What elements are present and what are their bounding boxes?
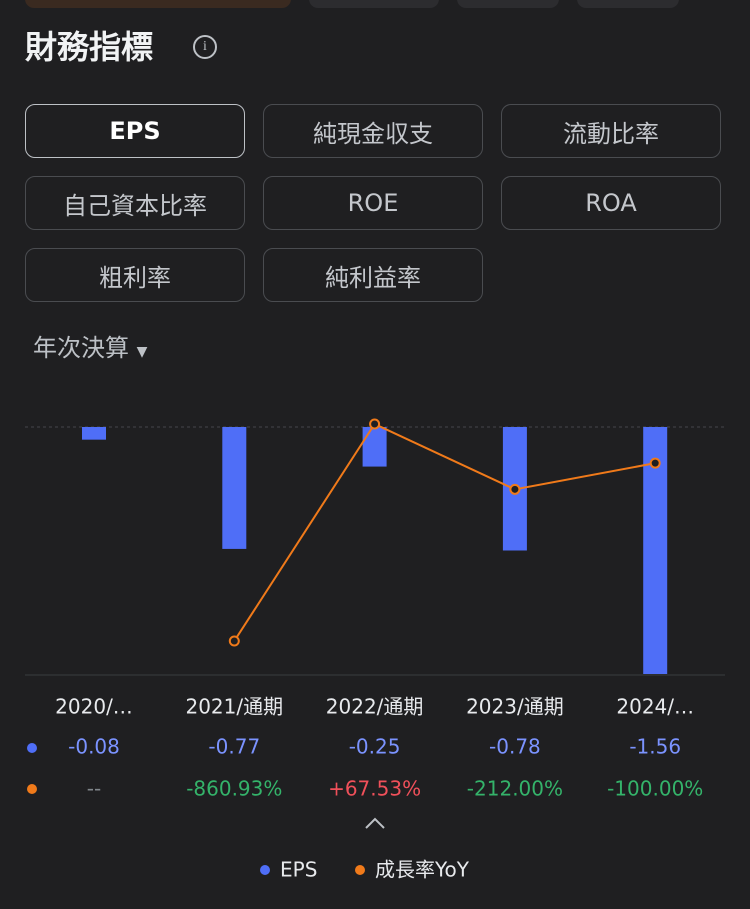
- growth-line: [233, 422, 656, 642]
- bar: [82, 427, 106, 440]
- collapse-button[interactable]: [365, 817, 385, 829]
- top-tab[interactable]: [309, 0, 439, 8]
- growth-value: -100.00%: [607, 777, 703, 801]
- metric-tab[interactable]: 粗利率: [25, 248, 245, 302]
- legend-marker: [355, 865, 365, 875]
- metric-tab[interactable]: 純現金収支: [263, 104, 483, 158]
- top-tab[interactable]: [577, 0, 679, 8]
- bar: [222, 427, 247, 549]
- period-label: 年次決算: [33, 334, 129, 362]
- metric-tab[interactable]: ROE: [263, 176, 483, 230]
- legend-label: 成長率YoY: [375, 858, 470, 882]
- growth-value: -212.00%: [467, 777, 563, 801]
- eps-value: -1.56: [629, 735, 681, 759]
- eps-value: -0.25: [349, 735, 401, 759]
- eps-value: -0.08: [68, 735, 120, 759]
- growth-point: [228, 635, 240, 647]
- category-label: 2021/通期: [185, 695, 283, 719]
- section-title: 財務指標: [25, 28, 154, 66]
- metric-tab[interactable]: 純利益率: [263, 248, 483, 302]
- metric-tab[interactable]: EPS: [25, 104, 245, 158]
- legend-label: EPS: [280, 858, 317, 882]
- growth-point: [369, 418, 381, 430]
- growth-value: +67.53%: [328, 777, 421, 801]
- eps-value: -0.77: [208, 735, 260, 759]
- top-tab[interactable]: [457, 0, 559, 8]
- growth-point: [649, 457, 661, 469]
- category-label: 2020/…: [55, 695, 133, 719]
- growth-point: [509, 483, 521, 495]
- dropdown-arrow: ▼: [136, 344, 148, 360]
- growth-value: -860.93%: [186, 777, 282, 801]
- row-bullet: [27, 743, 37, 753]
- category-label: 2024/…: [616, 695, 694, 719]
- growth-value: --: [87, 777, 101, 801]
- top-tab[interactable]: [25, 0, 291, 8]
- eps-value: -0.78: [489, 735, 541, 759]
- category-label: 2022/通期: [326, 695, 424, 719]
- row-bullet: [27, 784, 37, 794]
- metric-tab[interactable]: ROA: [501, 176, 721, 230]
- info-icon[interactable]: i: [193, 35, 217, 59]
- metric-tab[interactable]: 自己資本比率: [25, 176, 245, 230]
- legend-marker: [260, 865, 270, 875]
- period-dropdown[interactable]: 年次決算 ▼: [33, 328, 147, 363]
- category-label: 2023/通期: [466, 695, 564, 719]
- metric-tab[interactable]: 流動比率: [501, 104, 721, 158]
- bar: [362, 427, 387, 467]
